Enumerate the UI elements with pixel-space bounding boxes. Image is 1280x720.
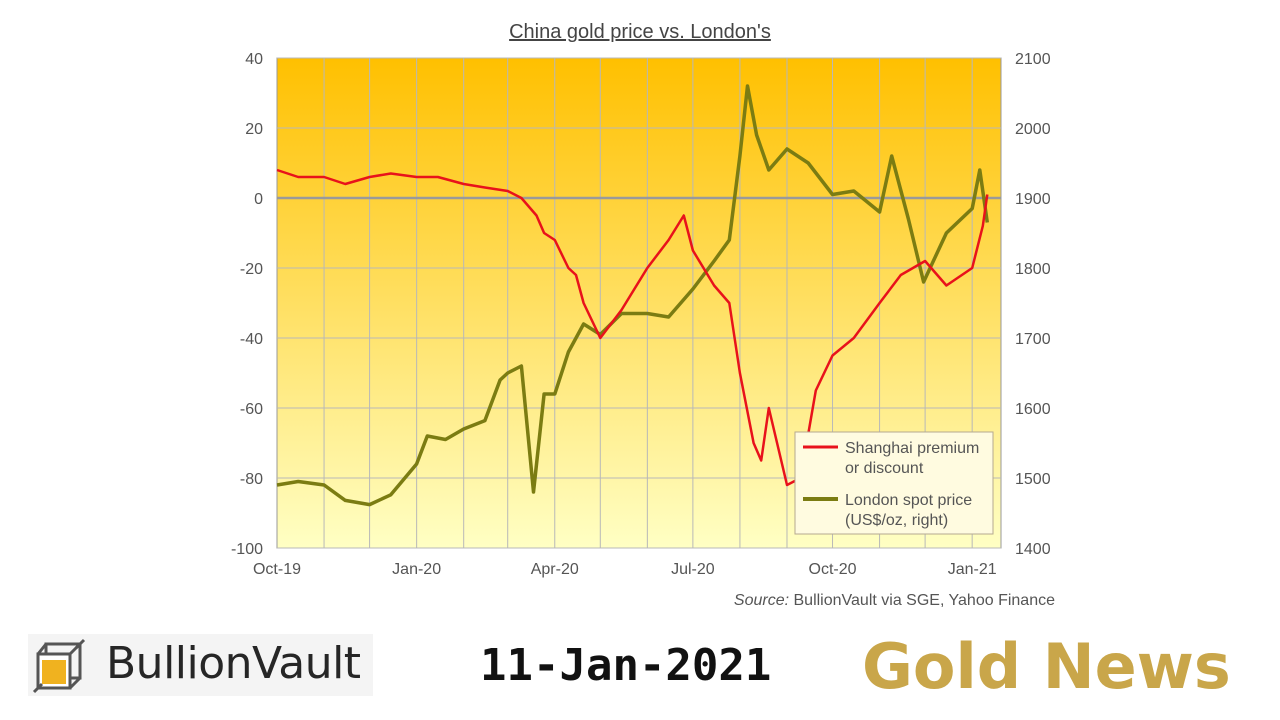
x-tick-label: Oct-20	[809, 561, 857, 578]
bullionvault-logo[interactable]: BullionVault	[28, 634, 373, 696]
y-right-tick-label: 2000	[1015, 121, 1051, 138]
x-tick-label: Apr-20	[531, 561, 579, 578]
legend-label-premium-2: or discount	[845, 460, 924, 477]
source-label: Source: BullionVault via SGE, Yahoo Fina…	[734, 592, 1055, 609]
cube-logo-icon	[32, 638, 86, 694]
footer: BullionVault 11-Jan-2021 Gold News	[0, 620, 1280, 720]
publish-date: 11-Jan-2021	[480, 640, 772, 691]
chart: China gold price vs. London's 40 20 0 -20 -4…	[231, 21, 1055, 609]
x-tick-label: Jan-20	[392, 561, 441, 578]
y-right-tick-label: 1600	[1015, 401, 1051, 418]
y-left-tick-label: -80	[240, 471, 263, 488]
y-left-tick-label: -20	[240, 261, 263, 278]
y-right-tick-label: 1700	[1015, 331, 1051, 348]
y-right-tick-label: 1400	[1015, 541, 1051, 558]
logo-text: BullionVault	[106, 638, 361, 689]
y-left-tick-label: 0	[254, 191, 263, 208]
legend-label-premium-1: Shanghai premium	[845, 440, 979, 457]
y-left-tick-label: 40	[245, 51, 263, 68]
y-left-tick-label: -60	[240, 401, 263, 418]
y-right-tick-label: 1500	[1015, 471, 1051, 488]
chart-title: China gold price vs. London's	[509, 21, 771, 43]
series-line-shanghai-premium	[276, 168, 989, 487]
y-left-tick-label: -40	[240, 331, 263, 348]
legend-label-spot-1: London spot price	[845, 492, 972, 509]
y-right-tick-label: 1900	[1015, 191, 1051, 208]
y-right-tick-label: 1800	[1015, 261, 1051, 278]
x-tick-label: Jul-20	[671, 561, 715, 578]
y-left-tick-label: -100	[231, 541, 263, 558]
gold-news-brand[interactable]: Gold News	[862, 630, 1231, 703]
legend: Shanghai premium or discount London spot…	[794, 431, 994, 535]
series-line-london-spot	[276, 84, 990, 507]
y-left-tick-label: 20	[245, 121, 263, 138]
x-tick-label: Jan-21	[948, 561, 997, 578]
x-tick-label: Oct-19	[253, 561, 301, 578]
y-right-tick-label: 2100	[1015, 51, 1051, 68]
legend-label-spot-2: (US$/oz, right)	[845, 512, 948, 529]
